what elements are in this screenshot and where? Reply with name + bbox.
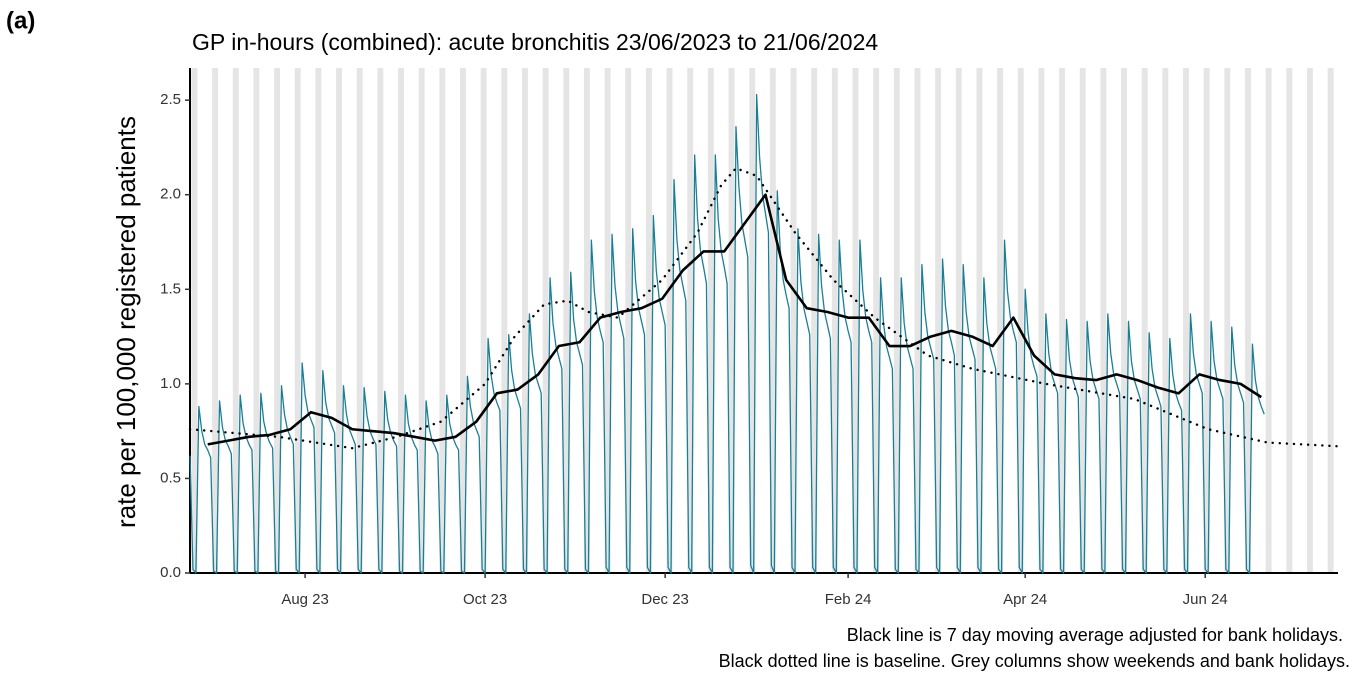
weekend-column [418,68,425,573]
weekend-column [1079,68,1086,573]
footnote: Black dotted line is baseline. Grey colu… [719,651,1350,671]
weekend-column [666,68,673,573]
x-tick-label: Apr 24 [1003,591,1047,608]
weekend-column [1265,68,1272,573]
weekend-columns [191,68,1334,573]
weekend-column [377,68,384,573]
weekend-column [1141,68,1148,573]
weekend-column [811,68,818,573]
panel-label: (a) [6,7,35,34]
weekend-column [1038,68,1045,573]
weekend-column [1307,68,1313,573]
weekend-column [460,68,466,573]
weekend-column [294,68,301,573]
weekend-column [480,68,487,573]
y-axis-label: rate per 100,000 registered patients [111,116,141,528]
weekend-column [563,68,570,573]
weekend-column [976,68,983,573]
y-tick-label: 1.5 [160,280,181,297]
weekend-column [542,68,549,573]
series-line [207,193,1262,446]
series-line [189,93,1265,574]
chart-title: GP in-hours (combined): acute bronchitis… [192,29,878,55]
weekend-column [1059,68,1066,573]
weekend-column [997,68,1004,573]
weekend-column [1162,68,1169,573]
weekend-column [356,68,363,573]
x-tick-label: Dec 23 [641,591,689,608]
weekend-column [852,68,859,573]
baseline-line [188,167,1340,450]
x-tick-label: Oct 23 [463,591,507,608]
weekend-column [1100,68,1107,573]
weekend-column [873,68,880,573]
weekend-column [253,68,260,573]
weekend-column [191,68,198,573]
y-tick-label: 1.0 [160,375,181,392]
weekend-column [315,68,322,573]
weekend-column [212,68,219,573]
weekend-column [707,68,714,573]
weekend-column [769,68,776,573]
footnote: Black line is 7 day moving average adjus… [847,625,1343,645]
weekend-column [1224,68,1231,573]
weekend-column [955,68,962,573]
weekend-column [1327,68,1334,573]
plot-area: 0.0 0.5 1.0 1.5 2.0 2.5 Aug 23 Oct 23 Dec 23 Feb … [160,68,1340,608]
x-tick-label: Jun 24 [1183,591,1228,608]
weekend-column [232,68,239,573]
weekend-column [522,68,528,573]
weekend-column [336,68,342,573]
weekend-column [439,68,446,573]
weekend-column [1183,68,1189,573]
weekend-column [1017,68,1024,573]
weekend-column [790,68,797,573]
weekend-column [583,68,590,573]
weekend-column [687,68,694,573]
x-tick-label: Aug 23 [281,591,329,608]
weekend-column [274,68,281,573]
y-tick-label: 0.0 [160,564,181,581]
weekend-column [831,68,838,573]
weekend-column [914,68,921,573]
y-tick-label: 0.5 [160,469,181,486]
y-tick-label: 2.5 [160,91,181,108]
weekend-column [604,68,611,573]
weekend-column [501,68,508,573]
y-tick-label: 2.0 [160,186,181,203]
weekend-column [1121,68,1127,573]
weekend-column [645,68,652,573]
x-tick-label: Feb 24 [825,591,872,608]
weekend-column [625,68,632,573]
weekend-column [749,68,756,573]
weekend-column [1203,68,1210,573]
weekend-column [1286,68,1293,573]
weekend-column [935,68,942,573]
weekend-column [893,68,900,573]
weekend-column [398,68,404,573]
weekend-column [1245,68,1251,573]
weekend-column [728,68,735,573]
